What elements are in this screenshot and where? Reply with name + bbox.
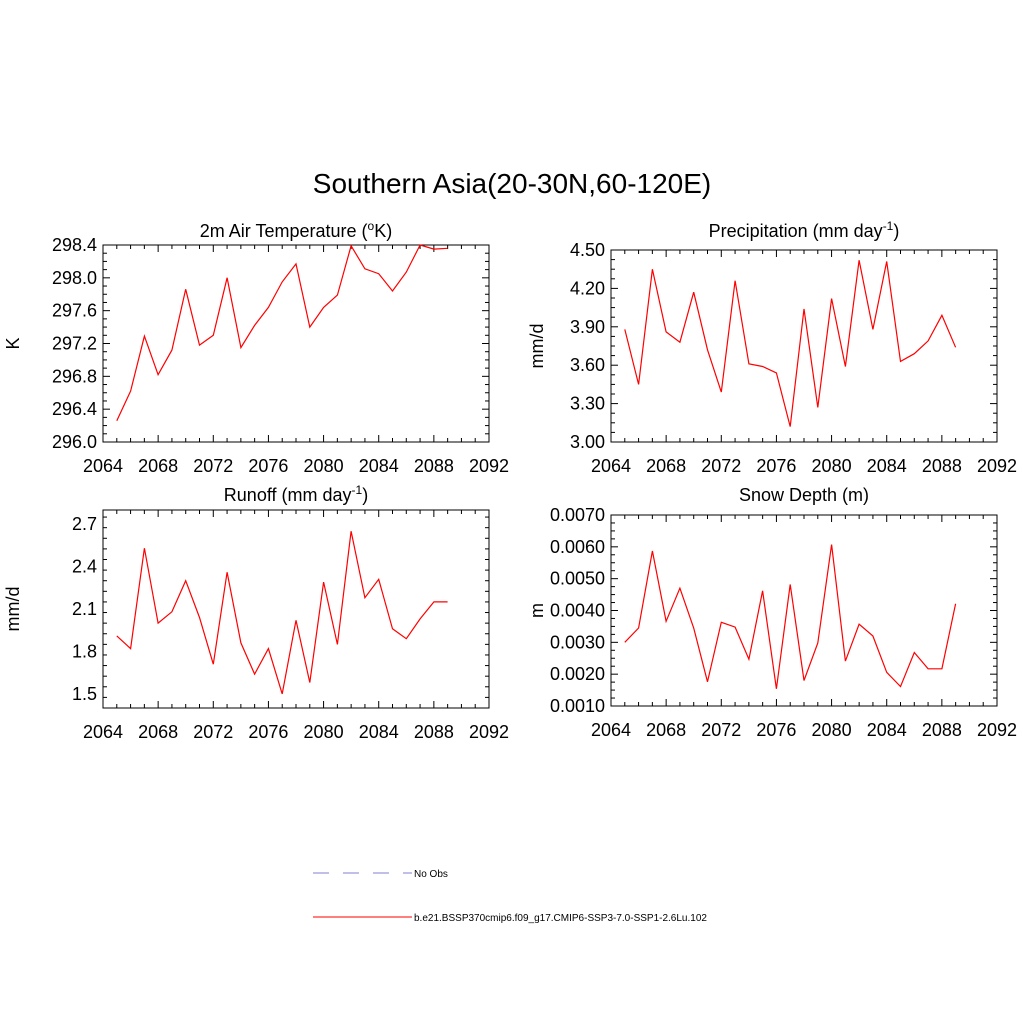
y-tick-label: 0.0030 <box>550 632 605 652</box>
y-tick-label: 2.4 <box>72 557 97 577</box>
y-tick-label: 3.00 <box>570 432 605 452</box>
x-tick-label: 2076 <box>248 722 288 742</box>
x-tick-label: 2084 <box>359 722 399 742</box>
figure-title: Southern Asia(20-30N,60-120E) <box>312 168 712 199</box>
series-line-0 <box>116 531 448 695</box>
x-tick-label: 2064 <box>83 456 123 476</box>
panel-title-superscript: -1 <box>352 483 363 497</box>
y-tick-label: 1.8 <box>72 641 97 661</box>
panel-title-main: Precipitation (mm day <box>709 221 883 241</box>
legend-label-1: b.e21.BSSP370cmip6.f09_g17.CMIP6-SSP3-7.… <box>414 913 707 924</box>
y-axis-label: m <box>527 603 547 618</box>
panel-title-main: Runoff (mm day <box>224 485 352 505</box>
x-tick-label: 2072 <box>193 456 233 476</box>
chart-panel-1: 2064 2068 2072 2076 2080 2084 2088 2092 3.00 3.30… <box>527 219 1017 476</box>
x-tick-label: 2076 <box>756 720 796 740</box>
x-tick-label: 2088 <box>922 456 962 476</box>
y-axis-label: mm/d <box>527 324 547 369</box>
panel-title: Runoff (mm day-1) <box>224 483 368 505</box>
y-axis-label: K <box>3 337 23 349</box>
y-tick-label: 4.20 <box>570 278 605 298</box>
y-tick-label: 298.0 <box>52 268 97 288</box>
x-tick-label: 2080 <box>304 722 344 742</box>
x-tick-label: 2068 <box>138 456 178 476</box>
y-tick-label: 1.5 <box>72 684 97 704</box>
y-tick-label: 296.8 <box>52 366 97 386</box>
panel-title: Snow Depth (m) <box>739 485 869 505</box>
plot-frame <box>610 249 998 443</box>
x-tick-label: 2088 <box>922 720 962 740</box>
y-tick-label: 296.0 <box>52 432 97 452</box>
chart-panel-0: 2064 2068 2072 2076 2080 2084 2088 2092 296.0 296… <box>3 219 509 476</box>
x-tick-label: 2072 <box>701 456 741 476</box>
series-line-0 <box>116 244 448 421</box>
x-tick-label: 2084 <box>867 720 907 740</box>
y-tick-label: 3.90 <box>570 317 605 337</box>
x-tick-label: 2068 <box>646 720 686 740</box>
series-line-0 <box>624 260 957 427</box>
x-tick-label: 2068 <box>646 456 686 476</box>
chart-panel-2: 2064 2068 2072 2076 2080 2084 2088 2092 1.5 1.8 2.… <box>3 483 509 742</box>
panel-title-end: ) <box>362 485 368 505</box>
x-tick-label: 2092 <box>977 720 1017 740</box>
x-tick-label: 2088 <box>414 722 454 742</box>
x-tick-label: 2076 <box>248 456 288 476</box>
panel-title-end: K) <box>374 221 392 241</box>
y-tick-label: 4.50 <box>570 240 605 260</box>
y-tick-label: 3.60 <box>570 355 605 375</box>
x-tick-label: 2072 <box>193 722 233 742</box>
panel-title-main: 2m Air Temperature ( <box>200 221 368 241</box>
panel-title-end: ) <box>893 221 899 241</box>
x-tick-label: 2072 <box>701 720 741 740</box>
y-tick-label: 0.0020 <box>550 664 605 684</box>
chart-panel-3: 2064 2068 2072 2076 2080 2084 2088 2092 0.0010 0.… <box>527 485 1017 740</box>
legend: No Obs b.e21.BSSP370cmip6.f09_g17.CMIP6-S… <box>313 869 707 924</box>
y-tick-label: 297.6 <box>52 301 97 321</box>
y-tick-label: 0.0010 <box>550 696 605 716</box>
x-tick-label: 2080 <box>812 456 852 476</box>
panel-title: 2m Air Temperature (oK) <box>200 219 392 241</box>
y-tick-label: 2.7 <box>72 514 97 534</box>
y-tick-label: 3.30 <box>570 394 605 414</box>
x-tick-label: 2076 <box>756 456 796 476</box>
y-tick-label: 0.0070 <box>550 505 605 525</box>
x-tick-label: 2084 <box>867 456 907 476</box>
y-tick-label: 0.0040 <box>550 601 605 621</box>
panel-title-superscript: -1 <box>883 219 894 233</box>
y-tick-label: 298.4 <box>52 235 97 255</box>
y-tick-label: 296.4 <box>52 399 97 419</box>
y-tick-label: 2.1 <box>72 599 97 619</box>
x-tick-label: 2080 <box>812 720 852 740</box>
plot-frame <box>102 509 490 709</box>
panel-title-superscript: o <box>368 219 375 233</box>
x-tick-label: 2092 <box>469 456 509 476</box>
x-tick-label: 2080 <box>304 456 344 476</box>
y-tick-label: 0.0060 <box>550 537 605 557</box>
x-tick-label: 2064 <box>591 456 631 476</box>
x-tick-label: 2088 <box>414 456 454 476</box>
series-line-0 <box>624 544 957 689</box>
x-tick-label: 2064 <box>591 720 631 740</box>
x-tick-label: 2092 <box>977 456 1017 476</box>
legend-label-0: No Obs <box>414 869 448 880</box>
x-tick-label: 2064 <box>83 722 123 742</box>
plot-frame <box>102 244 490 443</box>
x-tick-label: 2092 <box>469 722 509 742</box>
panel-title-main: Snow Depth (m) <box>739 485 869 505</box>
y-tick-label: 297.2 <box>52 334 97 354</box>
x-tick-label: 2084 <box>359 456 399 476</box>
x-tick-label: 2068 <box>138 722 178 742</box>
panel-title: Precipitation (mm day-1) <box>709 219 900 241</box>
y-tick-label: 0.0050 <box>550 569 605 589</box>
y-axis-label: mm/d <box>3 587 23 632</box>
